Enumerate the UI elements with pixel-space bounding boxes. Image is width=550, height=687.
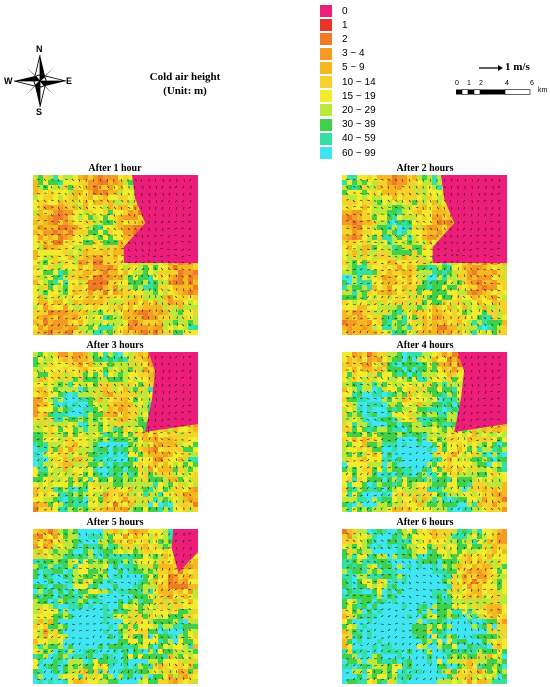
legend-label: 5 ~ 9 [342,62,365,74]
map-title-2: After 2 hours [396,163,454,174]
legend-item: 15 ~ 19 [320,90,376,103]
legend-swatch [320,147,332,159]
zero-height-region [171,529,198,573]
legend-item: 0 [320,5,348,17]
unit-text: (Unit: m) [163,85,207,97]
scale-tick-2: 2 [479,80,483,87]
map-title-3: After 3 hours [86,340,144,351]
legend-swatch [320,47,332,60]
legend-label: 3 ~ 4 [342,48,365,60]
legend-label: 2 [342,33,348,45]
legend-label: 1 [342,19,348,31]
map-title-5: After 5 hours [86,517,144,528]
compass-n: N [36,44,43,54]
map-title-4: After 4 hours [396,340,454,351]
legend-swatch [320,118,332,131]
compass-w: W [4,76,13,86]
legend-swatch [320,33,332,46]
compass-e: E [66,76,73,86]
legend-swatch [320,61,332,74]
title-text: Cold air height [149,71,221,83]
vector-arrow-icon [479,65,503,71]
cold-air-map-3h [33,352,198,512]
legend-label: 40 ~ 59 [342,133,376,145]
zero-height-region [432,175,507,263]
legend-label: 20 ~ 29 [342,104,376,116]
zero-height-region [123,175,198,263]
legend-item: 5 ~ 9 [320,61,365,74]
legend-swatch [320,104,332,117]
legend-swatch [320,76,332,88]
legend-swatch [320,5,332,17]
cold-air-map-2h [342,175,507,335]
legend-item: 30 ~ 39 [320,118,376,131]
legend-item: 2 [320,33,348,46]
cold-air-map-1h [33,175,198,335]
scale-bar [456,89,531,95]
legend-item: 60 ~ 99 [320,147,376,159]
map-title-1: After 1 hour [88,163,142,174]
legend-label: 0 [342,5,348,17]
legend-label: 30 ~ 39 [342,119,376,131]
scale-tick-0: 0 [455,80,459,87]
cold-air-map-6h [342,529,507,684]
legend-label: 15 ~ 19 [342,90,376,102]
figure-title: Cold air height (Unit: m) [130,70,240,98]
vector-scale-label: 1 m/s [505,61,530,73]
legend-swatch [320,19,332,32]
legend-item: 20 ~ 29 [320,104,376,117]
legend-item: 1 [320,19,348,32]
map-title-6: After 6 hours [396,517,454,528]
compass-rose-icon [13,54,67,108]
scale-unit: km [538,87,548,94]
legend-item: 10 ~ 14 [320,76,376,88]
legend-item: 3 ~ 4 [320,47,365,60]
legend-item: 40 ~ 59 [320,132,376,145]
zero-height-region [145,352,198,432]
scale-tick-4: 4 [505,80,509,87]
legend-swatch [320,132,332,145]
scale-tick-6: 6 [530,80,534,87]
cold-air-map-4h [342,352,507,512]
legend-label: 60 ~ 99 [342,147,376,159]
compass-s: S [36,107,43,117]
legend-swatch [320,90,332,103]
zero-height-region [454,352,507,432]
scale-tick-1: 1 [467,80,471,87]
legend-label: 10 ~ 14 [342,76,376,88]
cold-air-map-5h [33,529,198,684]
